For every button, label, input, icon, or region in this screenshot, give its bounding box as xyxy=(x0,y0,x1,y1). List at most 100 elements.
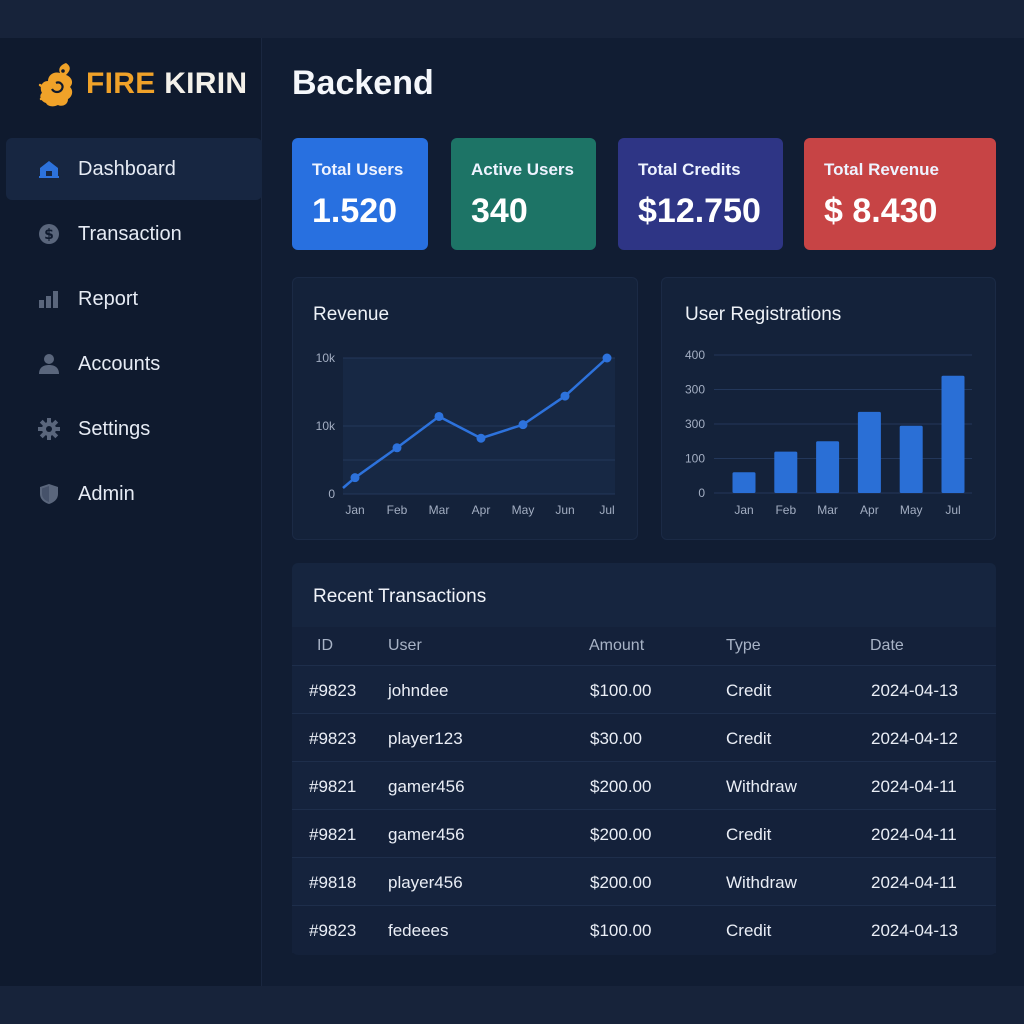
table-row[interactable]: #9823 player123 $30.00 Credit 2024-04-12 xyxy=(292,713,996,761)
table-cell: $100.00 xyxy=(590,921,652,940)
brand-name-fire: FIRE xyxy=(86,67,156,100)
x-tick-label: Jan xyxy=(734,503,753,517)
recent-transactions-panel: Recent Transactions ID User Amount Type … xyxy=(292,563,996,955)
user-icon xyxy=(38,353,60,375)
data-point xyxy=(434,411,444,421)
data-point xyxy=(350,473,360,483)
dollar-coin-icon: $ xyxy=(38,223,60,245)
y-tick-label: 300 xyxy=(685,417,705,431)
y-tick-label: 10k xyxy=(316,419,336,433)
transactions-header: Recent Transactions xyxy=(292,563,996,627)
sidebar-item-dashboard[interactable]: Dashboard xyxy=(6,138,262,200)
table-cell: #9821 xyxy=(309,825,357,844)
table-cell: #9823 xyxy=(309,921,357,940)
table-cell: $100.00 xyxy=(590,681,652,700)
registrations-chart-title: User Registrations xyxy=(685,304,842,325)
top-bar xyxy=(0,0,1024,38)
x-tick-label: May xyxy=(512,503,535,517)
registrations-bar-chart: 400 300 300 100 0 Jan Feb Mar Apr May Jul xyxy=(685,348,972,517)
y-tick-label: 300 xyxy=(685,383,705,397)
table-row[interactable]: #9823 johndee $100.00 Credit 2024-04-13 xyxy=(292,665,996,713)
sidebar-item-label: Dashboard xyxy=(78,157,176,180)
sidebar-item-transaction[interactable]: $ Transaction xyxy=(6,203,262,265)
table-cell: Credit xyxy=(726,729,772,748)
revenue-line-chart: 10k 10k 0 Jan Feb Mar Apr May Jun Jul xyxy=(316,351,615,517)
x-tick-label: Apr xyxy=(860,503,879,517)
data-point xyxy=(560,391,570,401)
stat-label: Total Users xyxy=(312,160,404,179)
column-header-user[interactable]: User xyxy=(388,637,422,654)
brand-name-kirin: KIRIN xyxy=(164,67,248,100)
stat-value: 340 xyxy=(471,192,528,230)
stat-card-total-revenue[interactable]: Total Revenue $ 8.430 xyxy=(804,138,996,250)
table-cell: player123 xyxy=(388,729,463,748)
table-cell: 2024-04-12 xyxy=(871,729,958,748)
sidebar-item-label: Admin xyxy=(78,482,135,505)
stat-label: Active Users xyxy=(471,160,575,179)
table-cell: player456 xyxy=(388,873,463,892)
brand-name: FIRE KIRIN xyxy=(86,67,247,101)
sidebar-item-label: Report xyxy=(78,287,139,310)
column-header-id[interactable]: ID xyxy=(317,637,333,654)
stat-card-active-users[interactable]: Active Users 340 xyxy=(451,138,596,250)
y-tick-label: 10k xyxy=(316,351,336,365)
stat-value: $ 8.430 xyxy=(824,192,938,230)
data-point xyxy=(518,420,528,430)
table-cell: 2024-04-13 xyxy=(871,921,958,940)
table-cell: $200.00 xyxy=(590,825,652,844)
table-cell: 2024-04-13 xyxy=(871,681,958,700)
column-header-amount[interactable]: Amount xyxy=(589,637,645,654)
stat-card-total-credits[interactable]: Total Credits $12.750 xyxy=(618,138,783,250)
table-cell: Withdraw xyxy=(726,777,797,796)
table-row[interactable]: #9821 gamer456 $200.00 Withdraw 2024-04-11 xyxy=(292,761,996,809)
stat-label: Total Revenue xyxy=(824,160,939,179)
table-row[interactable]: #9823 fedeees $100.00 Credit 2024-04-13 xyxy=(292,905,996,953)
bar xyxy=(941,375,965,493)
x-tick-label: Apr xyxy=(472,503,491,517)
table-cell: $200.00 xyxy=(590,873,652,892)
sidebar-item-settings[interactable]: Settings xyxy=(6,398,262,460)
table-cell: 2024-04-11 xyxy=(871,873,957,892)
table-cell: Credit xyxy=(726,921,772,940)
sidebar-item-accounts[interactable]: Accounts xyxy=(6,333,262,395)
data-point xyxy=(392,443,402,453)
table-cell: Withdraw xyxy=(726,873,797,892)
registrations-chart-panel: User Registrations 400 300 300 100 0 Jan Feb Ma… xyxy=(661,277,996,540)
data-point xyxy=(602,353,612,363)
home-icon xyxy=(38,158,60,180)
stat-label: Total Credits xyxy=(638,160,741,179)
y-tick-label: 0 xyxy=(698,486,705,500)
sidebar-item-label: Transaction xyxy=(78,222,182,245)
bar xyxy=(857,411,881,493)
bar xyxy=(816,441,840,493)
bar xyxy=(774,451,798,493)
x-tick-label: Jan xyxy=(345,503,364,517)
x-tick-label: Jul xyxy=(599,503,614,517)
x-tick-label: Jun xyxy=(555,503,574,517)
bar xyxy=(899,425,923,493)
stat-value: $12.750 xyxy=(638,192,761,230)
table-cell: fedeees xyxy=(388,921,449,940)
x-tick-label: Mar xyxy=(817,503,838,517)
table-row[interactable]: #9818 player456 $200.00 Withdraw 2024-04-11 xyxy=(292,857,996,905)
gear-icon xyxy=(38,418,60,440)
table-row[interactable]: #9821 gamer456 $200.00 Credit 2024-04-11 xyxy=(292,809,996,857)
table-cell: gamer456 xyxy=(388,825,465,844)
sidebar-item-admin[interactable]: Admin xyxy=(6,463,262,525)
page-title: Backend xyxy=(292,64,434,102)
shield-icon xyxy=(38,483,60,505)
bar-chart-icon xyxy=(38,288,60,310)
stat-value: 1.520 xyxy=(312,192,398,230)
column-header-type[interactable]: Type xyxy=(726,637,761,654)
sidebar-item-report[interactable]: Report xyxy=(6,268,262,330)
table-cell: #9823 xyxy=(309,681,357,700)
data-point xyxy=(476,433,486,443)
table-cell: 2024-04-11 xyxy=(871,825,957,844)
sidebar-item-label: Settings xyxy=(78,417,151,440)
table-cell: #9823 xyxy=(309,729,357,748)
table-cell: johndee xyxy=(388,681,449,700)
brand-logo[interactable]: FIRE KIRIN xyxy=(36,56,247,112)
column-header-date[interactable]: Date xyxy=(870,637,904,654)
dragon-logo-icon xyxy=(38,63,73,107)
stat-card-total-users[interactable]: Total Users 1.520 xyxy=(292,138,428,250)
